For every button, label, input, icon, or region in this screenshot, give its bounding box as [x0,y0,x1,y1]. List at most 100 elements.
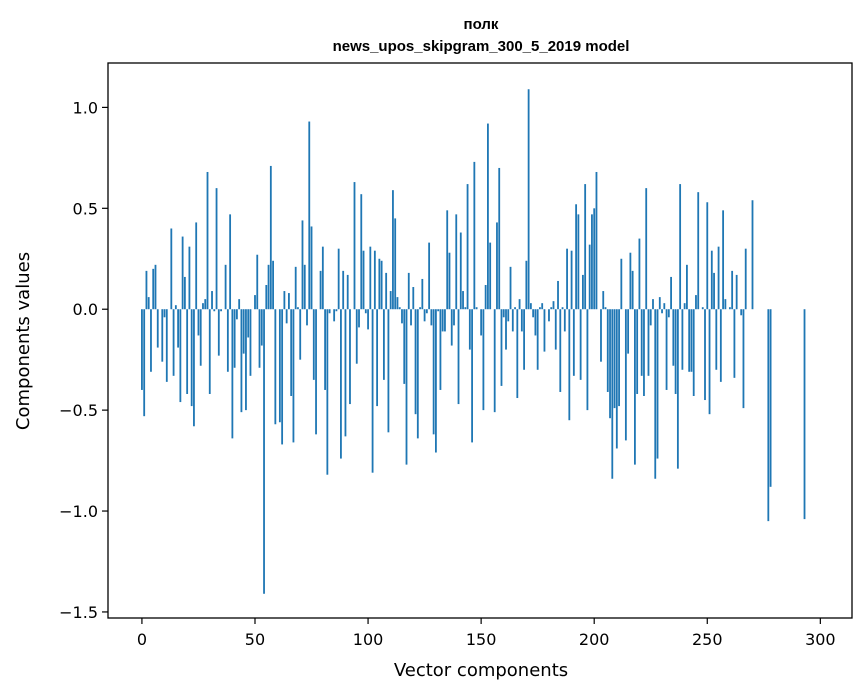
bar-component-34 [217,309,220,356]
bar-component-252 [710,250,713,310]
x-tick-label-250: 250 [692,630,723,649]
bar-component-216 [629,252,632,310]
bar-component-28 [204,299,207,310]
bar-component-137 [450,309,453,346]
x-tick-label-100: 100 [353,630,384,649]
bar-component-55 [265,285,268,310]
bar-component-130 [435,309,437,453]
bar-component-91 [346,274,349,310]
bar-component-234 [670,276,672,310]
bar-component-73 [306,309,308,326]
bar-component-69 [297,307,299,310]
bar-component-142 [462,291,464,310]
bar-component-144 [466,184,469,310]
bar-component-159 [500,309,503,386]
bar-component-187 [563,309,566,332]
bar-component-177 [541,303,544,310]
bar-component-102 [371,309,374,473]
bar-component-71 [301,220,304,310]
bar-component-183 [554,309,557,350]
bar-component-248 [701,307,704,310]
bar-component-173 [532,309,535,318]
bar-component-85 [333,309,336,322]
bar-component-214 [624,309,627,441]
bar-component-42 [236,309,238,320]
bar-component-199 [591,214,593,310]
bar-component-235 [672,309,675,366]
bar-component-158 [498,167,501,310]
bar-component-250 [706,202,709,310]
bar-component-146 [471,309,473,443]
bar-component-201 [595,171,598,310]
bar-component-228 [656,309,659,459]
bar-component-128 [430,309,433,326]
bar-component-47 [247,309,250,338]
bar-component-205 [604,307,607,310]
bar-component-152 [484,285,487,310]
bar-component-132 [439,309,442,390]
y-tick-label-2: 0.0 [73,300,98,319]
bar-component-111 [392,190,394,310]
bar-component-243 [690,309,693,372]
bar-component-83 [328,309,331,314]
bar-component-20 [186,309,189,394]
bar-component-254 [715,309,718,370]
bar-component-40 [231,309,234,439]
bar-component-267 [744,248,747,310]
bar-component-237 [676,309,679,469]
x-tick-label-0: 0 [137,630,147,649]
bar-component-106 [380,260,383,310]
bar-component-35 [220,309,222,312]
bar-component-203 [600,309,602,362]
bar-component-127 [428,242,431,310]
bar-component-21 [188,246,191,310]
bar-component-116 [403,309,406,384]
bar-component-24 [195,222,198,310]
y-tick-label-1: 0.5 [73,199,98,218]
bar-component-51 [256,254,259,310]
bar-component-77 [315,309,317,435]
y-tick-label-5: −1.5 [59,603,98,622]
bar-component-148 [475,307,478,310]
bar-component-101 [369,246,372,310]
bar-component-270 [751,200,754,310]
bar-component-226 [652,299,654,310]
bar-component-193 [577,214,580,310]
bar-component-43 [238,299,241,310]
plot-area-frame [107,62,853,619]
bar-component-141 [459,232,462,310]
bar-component-167 [518,299,521,310]
bar-component-19 [183,276,186,310]
bar-component-5 [152,268,155,310]
bar-component-92 [349,309,351,405]
bar-component-52 [258,309,261,368]
bar-component-225 [649,309,652,326]
bar-component-211 [618,309,620,407]
bar-component-56 [267,264,270,310]
bar-component-98 [362,250,365,310]
bar-component-117 [405,309,408,465]
bar-component-136 [448,252,451,310]
bar-component-222 [643,309,645,396]
bar-component-59 [274,309,277,425]
bar-component-168 [520,309,523,332]
bar-component-266 [742,309,745,409]
bar-component-230 [661,309,663,314]
bar-component-103 [373,250,376,310]
bar-component-18 [181,236,184,310]
bar-component-191 [572,309,575,376]
bar-component-124 [421,278,424,310]
bar-component-278 [769,309,772,487]
bar-component-3 [147,297,150,310]
bar-component-245 [695,295,697,310]
bar-component-194 [579,309,582,380]
bar-component-161 [505,309,507,350]
bar-component-87 [337,248,340,310]
bar-component-229 [658,297,661,310]
bar-component-7 [156,309,159,348]
bar-component-196 [584,184,587,310]
bar-component-54 [263,309,265,594]
bar-component-133 [441,309,444,332]
bar-component-221 [640,309,643,376]
bar-component-32 [213,309,216,312]
